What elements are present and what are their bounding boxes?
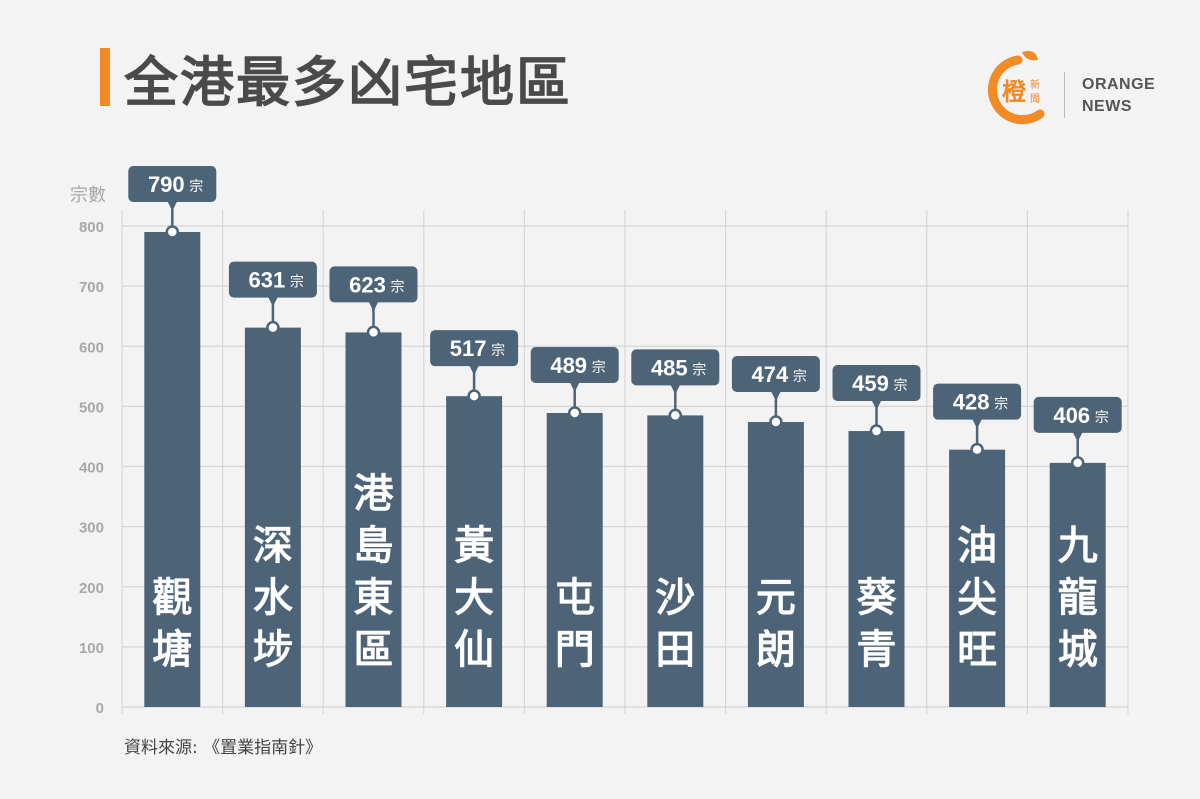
value-marker bbox=[769, 415, 783, 429]
logo-zh-big: 橙 bbox=[1002, 78, 1027, 106]
category-label: 觀 bbox=[152, 575, 192, 621]
value-unit: 宗 bbox=[189, 179, 203, 195]
y-tick-label: 0 bbox=[96, 700, 104, 717]
value-unit: 宗 bbox=[692, 362, 706, 378]
value-unit: 宗 bbox=[391, 279, 405, 295]
category-label: 龍 bbox=[1058, 575, 1098, 621]
y-tick-label: 800 bbox=[79, 219, 104, 236]
value-marker bbox=[1070, 456, 1085, 470]
logo-en-line2: NEWS bbox=[1082, 98, 1132, 115]
y-tick-label: 300 bbox=[79, 520, 104, 537]
value-label-box bbox=[430, 330, 519, 367]
value-label-box bbox=[228, 261, 317, 298]
value-label: 623 bbox=[349, 272, 386, 297]
category-label: 田 bbox=[655, 627, 695, 673]
category-label: 屯 bbox=[555, 575, 595, 621]
value-unit: 宗 bbox=[1095, 410, 1109, 426]
bar bbox=[949, 449, 1006, 707]
bar bbox=[345, 332, 402, 707]
bar bbox=[647, 415, 704, 707]
y-tick-label: 700 bbox=[79, 279, 104, 296]
bar bbox=[848, 431, 905, 707]
category-label: 深 bbox=[253, 523, 293, 569]
category-label: 水 bbox=[253, 575, 294, 621]
category-label: 門 bbox=[555, 627, 595, 673]
logo-divider bbox=[1064, 72, 1065, 118]
category-label: 黃 bbox=[454, 523, 494, 569]
bar bbox=[144, 232, 201, 707]
title-accent-bar bbox=[100, 48, 110, 106]
value-label: 406 bbox=[1053, 403, 1090, 428]
source-note: 資料來源: 《置業指南針》 bbox=[124, 738, 323, 758]
value-unit: 宗 bbox=[793, 369, 807, 385]
bar bbox=[1049, 462, 1106, 707]
bar bbox=[446, 396, 503, 707]
value-label: 428 bbox=[953, 390, 990, 415]
value-marker bbox=[668, 408, 683, 423]
category-label: 元 bbox=[756, 575, 796, 621]
value-marker bbox=[970, 442, 984, 457]
y-tick-label: 600 bbox=[79, 339, 104, 356]
orange-logo-icon: 橙 新 聞 bbox=[988, 51, 1045, 125]
category-label: 埗 bbox=[253, 627, 293, 673]
value-label: 485 bbox=[651, 355, 688, 380]
category-label: 東 bbox=[354, 575, 394, 621]
category-label: 港 bbox=[354, 471, 395, 517]
y-axis-label: 宗數 bbox=[70, 185, 106, 206]
value-unit: 宗 bbox=[491, 343, 505, 359]
bar bbox=[546, 412, 603, 707]
value-label: 790 bbox=[148, 172, 185, 197]
logo-zh-small-2: 聞 bbox=[1030, 93, 1040, 105]
y-tick-label: 500 bbox=[79, 399, 104, 416]
category-label: 九 bbox=[1058, 523, 1098, 569]
value-label: 474 bbox=[752, 362, 789, 387]
bar bbox=[747, 422, 804, 707]
category-label: 島 bbox=[354, 523, 394, 569]
value-label-box bbox=[832, 365, 921, 402]
orange-news-logo: 橙 新 聞 ORANGE NEWS bbox=[978, 48, 1158, 128]
logo-en-line1: ORANGE bbox=[1082, 76, 1156, 93]
value-label-box bbox=[933, 383, 1022, 420]
value-marker bbox=[567, 406, 582, 420]
category-label: 葵 bbox=[857, 575, 898, 621]
category-label: 大 bbox=[454, 575, 494, 621]
value-label-box bbox=[329, 266, 418, 303]
category-label: 沙 bbox=[655, 575, 695, 621]
value-marker bbox=[869, 424, 884, 438]
value-label: 517 bbox=[450, 336, 487, 361]
value-label-box bbox=[530, 346, 619, 383]
logo-text: ORANGE NEWS bbox=[1082, 74, 1155, 118]
y-tick-label: 100 bbox=[79, 640, 104, 657]
value-marker bbox=[165, 225, 180, 239]
category-label: 仙 bbox=[454, 627, 494, 673]
category-label: 塘 bbox=[152, 627, 192, 673]
value-label: 459 bbox=[852, 371, 889, 396]
value-label: 631 bbox=[249, 268, 286, 293]
category-label: 朗 bbox=[756, 627, 796, 673]
category-label: 尖 bbox=[957, 575, 997, 621]
value-label-box bbox=[731, 356, 820, 393]
category-label: 青 bbox=[857, 627, 897, 673]
y-tick-label: 400 bbox=[79, 460, 104, 477]
page-title: 全港最多凶宅地區 bbox=[124, 51, 572, 114]
value-label: 489 bbox=[550, 353, 587, 378]
category-label: 區 bbox=[354, 627, 394, 673]
value-marker bbox=[366, 325, 381, 340]
value-marker bbox=[467, 389, 481, 403]
value-unit: 宗 bbox=[290, 275, 304, 291]
value-unit: 宗 bbox=[994, 397, 1008, 413]
value-unit: 宗 bbox=[894, 378, 908, 394]
category-label: 城 bbox=[1058, 627, 1098, 673]
value-label-box bbox=[1033, 396, 1122, 433]
value-label-box bbox=[128, 166, 217, 203]
value-marker bbox=[266, 320, 280, 335]
value-unit: 宗 bbox=[592, 360, 606, 376]
value-label-box bbox=[631, 349, 720, 386]
y-tick-label: 200 bbox=[79, 580, 104, 597]
logo-zh-small-1: 新 bbox=[1030, 78, 1040, 91]
category-label: 旺 bbox=[957, 627, 997, 673]
category-label: 油 bbox=[957, 523, 997, 569]
bar bbox=[244, 327, 301, 707]
